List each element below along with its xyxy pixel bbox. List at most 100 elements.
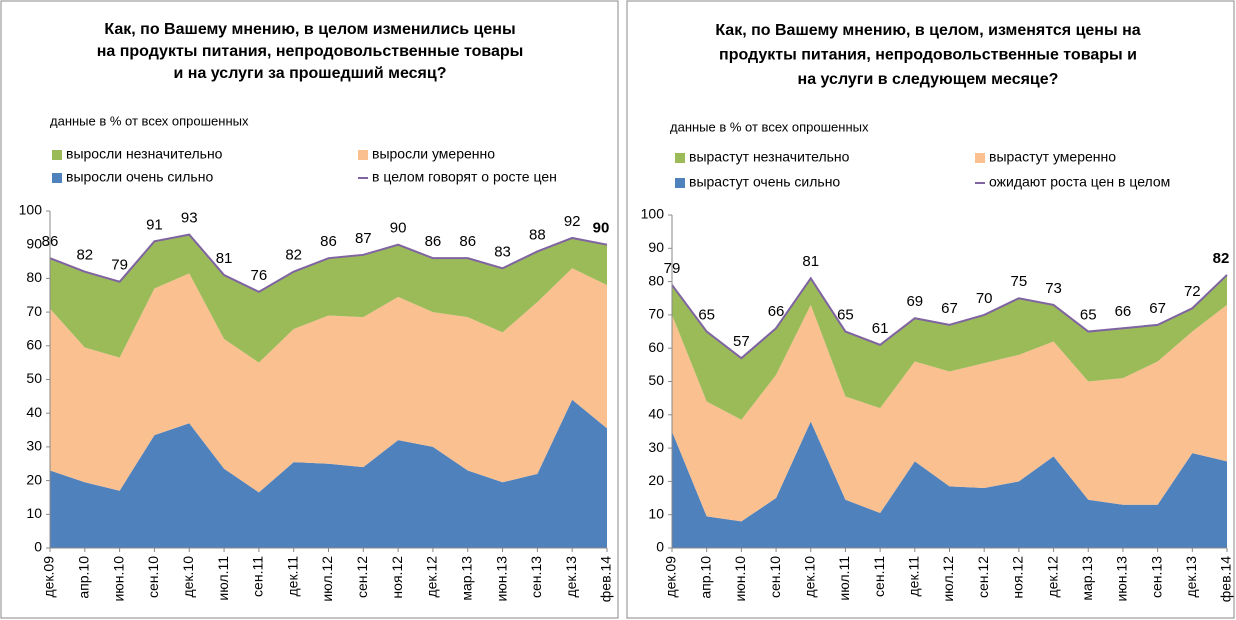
legend-label: вырастут очень сильно [689,174,840,190]
x-tick-label: июн.10 [110,556,126,602]
y-tick-label: 40 [26,404,42,420]
y-tick-label: 30 [648,439,664,455]
area [672,304,1227,522]
y-tick-label: 100 [641,206,665,222]
y-tick-label: 100 [19,202,43,218]
chart-title: на продукты питания, непродовольственные… [97,43,524,60]
area [50,268,607,493]
data-label: 66 [1115,303,1132,320]
data-label: 79 [111,257,128,274]
data-label: 75 [1011,273,1028,290]
legend-label: выросли очень сильно [66,169,213,185]
legend-label: в целом говорят о росте цен [372,169,557,185]
legend-label: выросли незначительно [66,146,223,162]
legend-swatch [975,153,985,163]
data-label: 88 [529,226,546,243]
chart-title: на услуги в следующем месяце? [798,71,1059,88]
data-label: 61 [872,320,889,337]
x-tick-label: сен.13 [1148,556,1164,598]
x-tick-label: июн.10 [732,556,748,602]
legend-label: вырастут умеренно [989,149,1116,165]
chart-title: Как, по Вашему мнению, в целом, изменятс… [715,22,1140,39]
y-tick-label: 10 [648,505,664,521]
x-tick-label: июн.13 [493,556,509,602]
chart-title: и на услуги за прошедший месяц? [174,65,447,82]
x-tick-label: июл.12 [319,556,335,602]
legend-label: вырастут незначительно [689,149,850,165]
data-label: 86 [320,233,337,250]
x-tick-label: сен.10 [145,556,161,598]
y-tick-label: 20 [648,472,664,488]
data-label: 69 [906,293,923,310]
data-label: 93 [181,210,198,227]
y-tick-label: 80 [26,269,42,285]
x-tick-label: ноя.12 [389,556,405,599]
x-tick-label: дек.12 [1044,556,1060,598]
area [50,234,607,363]
y-tick-label: 50 [26,370,42,386]
data-label: 81 [802,253,819,270]
y-tick-label: 20 [26,471,42,487]
x-tick-label: дек.13 [563,556,579,598]
chart-title: продукты питания, непродовольственные то… [719,47,1137,64]
data-label: 86 [425,233,442,250]
x-tick-label: сен.12 [975,556,991,598]
legend-swatch [52,173,62,183]
legend-swatch [675,153,685,163]
data-label: 82 [285,247,302,264]
y-tick-label: 90 [648,239,664,255]
x-tick-label: апр.10 [697,556,713,599]
data-label: 83 [494,243,511,260]
y-tick-label: 90 [26,235,42,251]
x-tick-label: сен.11 [250,556,266,597]
data-label: 81 [216,250,233,267]
x-tick-label: дек.09 [41,556,57,598]
x-tick-label: июл.11 [215,556,231,601]
data-label: 92 [564,213,581,230]
data-label: 65 [698,307,715,324]
x-tick-label: ноя.12 [1010,556,1026,599]
chart-subtitle: данные в % от всех опрошенных [50,113,249,128]
data-label: 70 [976,290,993,307]
x-tick-label: дек.12 [424,556,440,598]
data-label: 91 [146,216,163,233]
x-tick-label: дек.11 [284,556,300,597]
x-tick-label: дек.13 [1183,556,1199,598]
data-label: 90 [390,220,407,237]
data-label: 67 [1149,300,1166,317]
x-tick-label: мар.13 [458,556,474,601]
x-tick-label: дек.09 [663,556,679,598]
data-label: 67 [941,300,958,317]
data-label: 82 [76,247,93,264]
y-tick-label: 70 [648,306,664,322]
legend-label: выросли умеренно [372,146,495,162]
data-label: 87 [355,230,372,247]
x-tick-label: июл.11 [836,556,852,601]
chart-title: Как, по Вашему мнению, в целом изменилис… [104,21,515,38]
legend-label: ожидают роста цен в целом [989,174,1170,190]
area [50,399,607,548]
data-label: 86 [459,233,476,250]
x-tick-label: сен.10 [767,556,783,598]
y-tick-label: 0 [34,539,42,555]
y-tick-label: 70 [26,303,42,319]
line [671,274,1228,360]
area [672,421,1227,548]
data-label: 82 [1213,250,1230,267]
x-tick-label: дек.11 [906,556,922,597]
data-label: 90 [593,220,610,237]
y-tick-label: 60 [648,339,664,355]
x-tick-label: мар.13 [1079,556,1095,601]
data-label: 76 [251,267,268,284]
x-tick-label: июн.13 [1114,556,1130,602]
y-tick-label: 30 [26,438,42,454]
panel-frame [0,0,619,619]
data-label: 73 [1045,280,1062,297]
data-label: 72 [1184,283,1201,300]
x-tick-label: сен.11 [871,556,887,597]
area [672,274,1227,420]
x-tick-label: дек.10 [180,556,196,598]
x-tick-label: дек.10 [801,556,817,598]
y-tick-label: 50 [648,372,664,388]
